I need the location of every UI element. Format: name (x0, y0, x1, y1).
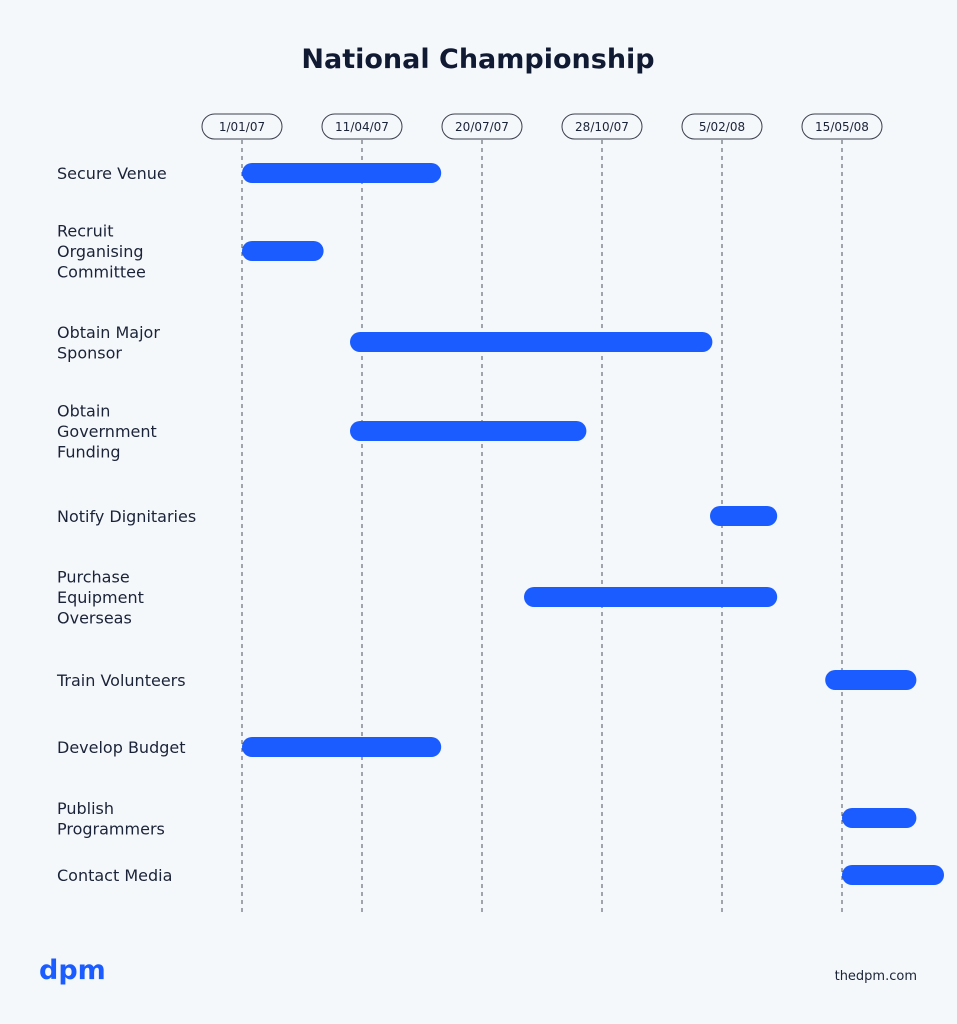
task-label: Notify Dignitaries (57, 507, 196, 526)
task-label: Overseas (57, 609, 132, 628)
task-label: Programmers (57, 819, 165, 838)
task-bar (710, 506, 778, 526)
task-label: Recruit (57, 222, 113, 241)
tick-label: 20/07/07 (455, 120, 509, 134)
task-label: Secure Venue (57, 164, 167, 183)
task-label: Contact Media (57, 866, 172, 885)
tick-label: 1/01/07 (219, 120, 265, 134)
tick-label: 15/05/08 (815, 120, 869, 134)
tick-pill (441, 113, 523, 140)
site-url: thedpm.com (835, 969, 917, 984)
tick-pill (801, 113, 883, 140)
task-label: Committee (57, 263, 146, 282)
task-bars (242, 163, 944, 885)
tick-pill (201, 113, 283, 140)
task-bar (524, 587, 778, 607)
tick-pill (321, 113, 403, 140)
task-bar (242, 737, 442, 757)
tick-label: 28/10/07 (575, 120, 629, 134)
task-label: Funding (57, 443, 121, 462)
task-bar (242, 163, 442, 183)
task-label: Obtain (57, 402, 110, 421)
task-bar (825, 670, 917, 690)
task-label: Develop Budget (57, 738, 186, 757)
task-bar (350, 421, 587, 441)
tick-label: 5/02/08 (699, 120, 745, 134)
task-label: Equipment (57, 588, 144, 607)
tick-label: 11/04/07 (335, 120, 389, 134)
tick-pill (561, 113, 643, 140)
task-label: Publish (57, 799, 114, 818)
chart-title: National Championship (301, 44, 654, 75)
task-label: Obtain Major (57, 323, 160, 342)
task-bar (242, 241, 324, 261)
task-label: Train Volunteers (56, 671, 186, 690)
task-label: Purchase (57, 568, 130, 587)
task-bar (842, 808, 917, 828)
task-label: Government (57, 422, 157, 441)
tick-pill (681, 113, 763, 140)
task-bar (350, 332, 713, 352)
task-label: Organising (57, 242, 144, 261)
dpm-logo: dpm (39, 955, 106, 986)
grid-lines (241, 140, 843, 915)
task-label: Sponsor (57, 343, 122, 362)
date-ticks: 1/01/07 11/04/07 20/07/07 28/10/07 5/02/08 15… (201, 113, 883, 140)
task-bar (842, 865, 944, 885)
